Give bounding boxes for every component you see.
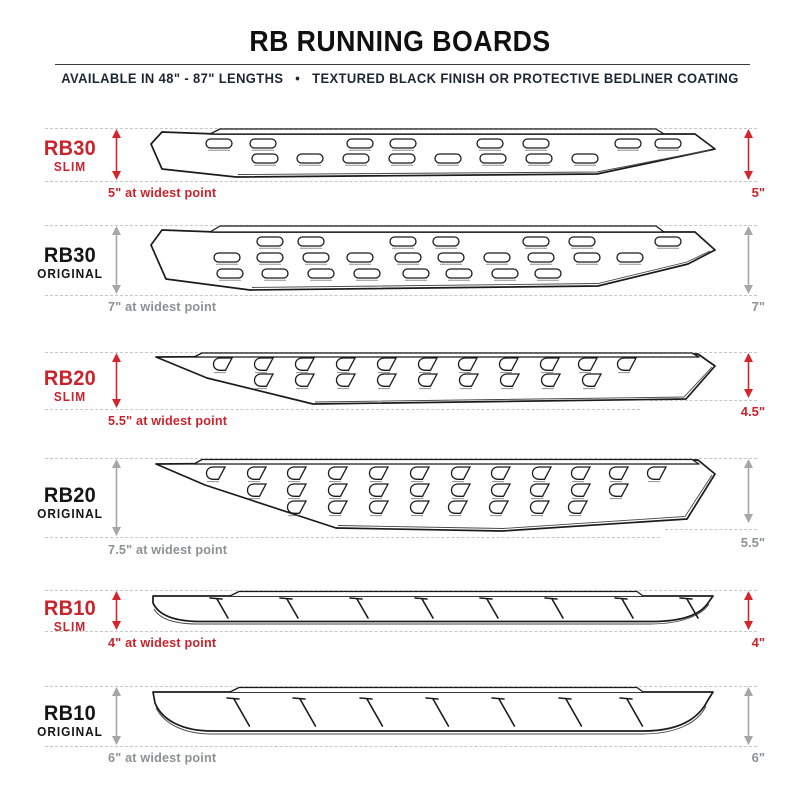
height-caption: 7"	[751, 299, 765, 314]
dashed-guide-bottom	[45, 409, 640, 410]
measure-arrow-left	[112, 591, 121, 630]
width-caption: 4" at widest point	[108, 635, 217, 650]
variant-label: SLIM	[53, 620, 87, 634]
dashed-guide-bottom	[45, 537, 660, 538]
board-illustration	[155, 458, 716, 532]
page-title: RB RUNNING BOARDS	[249, 26, 551, 58]
model-label: RB10	[43, 702, 97, 725]
variant-label: ORIGINAL	[37, 507, 103, 521]
width-caption: 7" at widest point	[108, 299, 217, 314]
width-caption: 6" at widest point	[108, 750, 217, 765]
height-caption: 6"	[751, 750, 765, 765]
width-caption: 5.5" at widest point	[108, 413, 228, 428]
measure-arrow-right	[744, 226, 753, 294]
dashed-guide-bottom	[45, 746, 757, 747]
dashed-guide-bottom	[45, 181, 757, 182]
height-caption: 4.5"	[740, 404, 765, 419]
width-caption: 7.5" at widest point	[108, 542, 228, 557]
board-illustration	[150, 225, 716, 291]
model-label: RB30	[43, 137, 97, 160]
width-caption: 5" at widest point	[108, 185, 217, 200]
measure-arrow-right	[744, 353, 753, 398]
dashed-guide-bottom	[45, 631, 757, 632]
measure-arrow-left	[112, 353, 121, 408]
dashed-guide-top	[45, 590, 757, 591]
measure-arrow-left	[112, 687, 121, 745]
variant-label: ORIGINAL	[37, 725, 103, 739]
dashed-guide-right	[650, 400, 757, 401]
measure-arrow-left	[112, 459, 121, 536]
measure-arrow-right	[744, 591, 753, 630]
board-illustration	[150, 128, 716, 178]
measure-arrow-left	[112, 129, 121, 180]
board-illustration	[152, 590, 714, 625]
height-caption: 4"	[751, 635, 765, 650]
measure-arrow-right	[744, 687, 753, 745]
model-label: RB20	[43, 484, 97, 507]
model-label: RB30	[43, 244, 97, 267]
height-caption: 5"	[751, 185, 765, 200]
page-subtitle: AVAILABLE IN 48" - 87" LENGTHS • TEXTURE…	[61, 71, 739, 86]
title-divider	[55, 64, 750, 65]
measure-arrow-left	[112, 226, 121, 294]
model-label: RB20	[43, 367, 97, 390]
dashed-guide-top	[45, 458, 757, 459]
model-label: RB10	[43, 597, 97, 620]
variant-label: SLIM	[53, 160, 87, 174]
measure-arrow-right	[744, 459, 753, 523]
variant-label: SLIM	[53, 390, 87, 404]
dashed-guide-right	[665, 529, 757, 530]
dashed-guide-top	[45, 686, 757, 687]
variant-label: ORIGINAL	[37, 267, 103, 281]
dashed-guide-bottom	[45, 295, 757, 296]
height-caption: 5.5"	[740, 535, 765, 550]
board-illustration	[152, 686, 714, 735]
board-illustration	[155, 352, 716, 405]
measure-arrow-right	[744, 129, 753, 180]
